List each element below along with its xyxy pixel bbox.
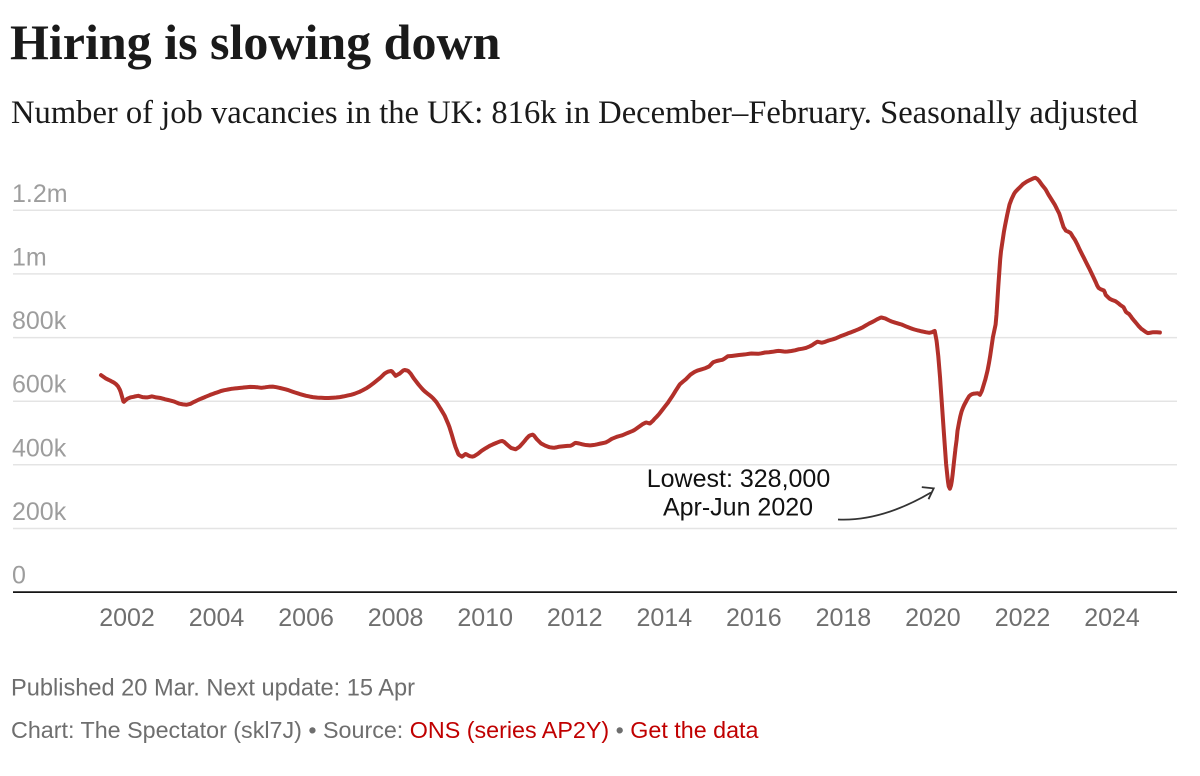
- svg-text:1m: 1m: [12, 243, 47, 271]
- svg-text:2018: 2018: [816, 604, 872, 632]
- svg-text:Number of job vacancies in the: Number of job vacancies in the UK: 816k …: [11, 95, 1138, 131]
- svg-text:2022: 2022: [995, 604, 1051, 632]
- svg-text:Hiring is slowing down: Hiring is slowing down: [10, 14, 501, 70]
- svg-text:2016: 2016: [726, 604, 782, 632]
- svg-text:Published 20 Mar. Next update:: Published 20 Mar. Next update: 15 Apr: [11, 676, 415, 702]
- svg-text:200k: 200k: [12, 498, 67, 526]
- svg-text:Apr-Jun 2020: Apr-Jun 2020: [663, 494, 813, 522]
- svg-text:800k: 800k: [12, 307, 67, 335]
- svg-text:2012: 2012: [547, 604, 603, 632]
- svg-text:2024: 2024: [1084, 604, 1140, 632]
- svg-text:2004: 2004: [189, 604, 245, 632]
- svg-text:2006: 2006: [278, 604, 334, 632]
- svg-text:Lowest: 328,000: Lowest: 328,000: [647, 465, 830, 493]
- svg-text:400k: 400k: [12, 434, 67, 462]
- svg-text:2008: 2008: [368, 604, 424, 632]
- svg-text:2002: 2002: [99, 604, 155, 632]
- svg-text:2020: 2020: [905, 604, 961, 632]
- svg-text:0: 0: [12, 562, 26, 590]
- svg-text:2014: 2014: [636, 604, 692, 632]
- svg-text:Chart: The Spectator (skl7J) •: Chart: The Spectator (skl7J) • Source: O…: [11, 717, 759, 743]
- svg-text:600k: 600k: [12, 371, 67, 399]
- svg-text:1.2m: 1.2m: [12, 180, 68, 208]
- svg-text:2010: 2010: [457, 604, 513, 632]
